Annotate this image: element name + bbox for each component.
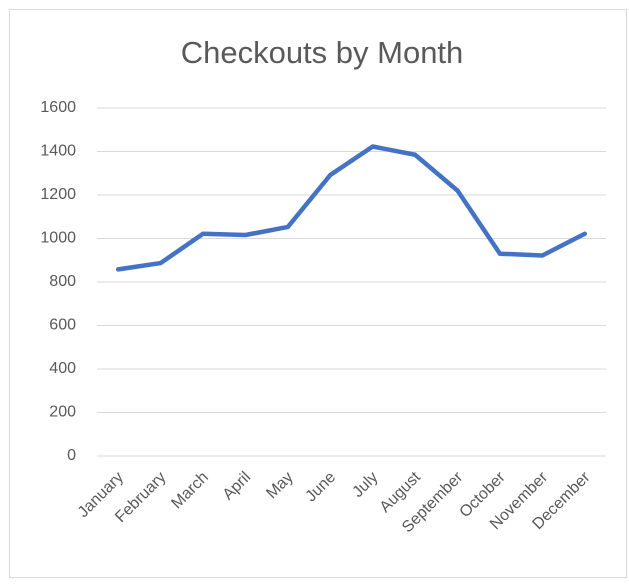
y-tick-label: 600 (49, 317, 76, 334)
y-tick-label: 1400 (40, 143, 76, 160)
y-tick-label: 1200 (40, 186, 76, 203)
data-line (115, 144, 588, 272)
y-tick-label: 0 (67, 447, 76, 464)
chart-border (9, 9, 627, 578)
y-tick-label: 800 (49, 273, 76, 290)
y-tick-label: 1600 (40, 99, 76, 116)
y-tick-label: 1000 (40, 230, 76, 247)
y-tick-label: 400 (49, 360, 76, 377)
chart-title: Checkouts by Month (181, 35, 464, 70)
y-tick-label: 200 (49, 404, 76, 421)
